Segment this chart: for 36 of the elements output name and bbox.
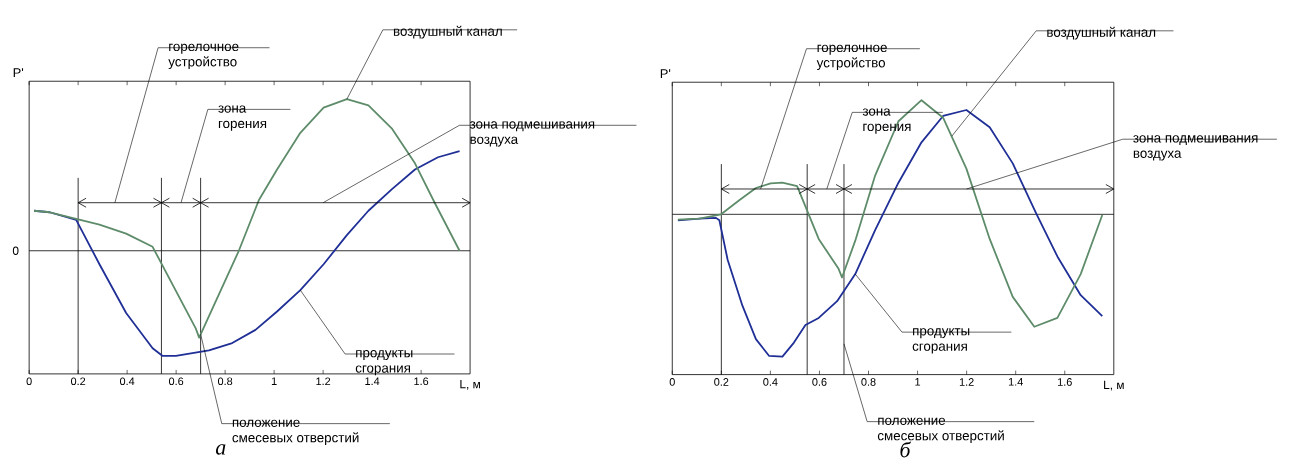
y-axis-title: P'	[13, 68, 24, 77]
x-tick-label: 1	[915, 377, 921, 386]
x-tick-label: 0	[26, 377, 32, 385]
y-axis-title: P'	[660, 69, 671, 78]
x-tick-label: 0.6	[168, 377, 184, 385]
x-tick-label: 0.8	[217, 377, 233, 385]
annotation: воздушный канал	[393, 25, 502, 39]
text: б	[900, 441, 912, 458]
x-tick-label: 1.4	[1008, 377, 1023, 386]
x-tick-label: 1	[271, 377, 277, 385]
annotation: горелочное устройство	[168, 43, 239, 69]
x-tick-label: 1.6	[414, 377, 429, 385]
annotation: положение смесевых отверстий	[232, 419, 359, 445]
x-tick-label: 0.2	[70, 377, 86, 385]
annotation: зона подмешивания воздуха	[1133, 135, 1258, 161]
annotation: зона подмешивания воздуха	[469, 121, 595, 147]
x-tick-label: 1.4	[365, 377, 380, 385]
x-tick-label: 0.6	[812, 377, 827, 386]
x-tick-label: 1.2	[959, 377, 974, 386]
x-tick-label: 0	[669, 377, 675, 386]
ref-line-label: 0	[12, 246, 19, 255]
x-tick-label: 0.4	[763, 377, 778, 386]
annotation: продукты сгорания	[355, 349, 413, 376]
x-tick-label: 1.6	[1058, 377, 1072, 386]
annotation: горелочное устройство	[816, 44, 887, 70]
x-tick-label: 0.4	[119, 377, 135, 385]
x-axis-title: L, м	[1104, 380, 1124, 391]
x-tick-label: 0.2	[714, 377, 729, 386]
x-tick-label: 1.2	[316, 377, 331, 385]
annotation: воздушный канал	[1047, 26, 1156, 40]
x-tick-label: 0.8	[861, 377, 876, 386]
x-axis-title: L, м	[460, 379, 480, 390]
annotation: продукты сгорания	[912, 327, 970, 354]
annotation: зона горения	[218, 105, 267, 131]
annotation: положение смесевых отверстий	[877, 417, 1004, 443]
text: а	[215, 444, 226, 455]
